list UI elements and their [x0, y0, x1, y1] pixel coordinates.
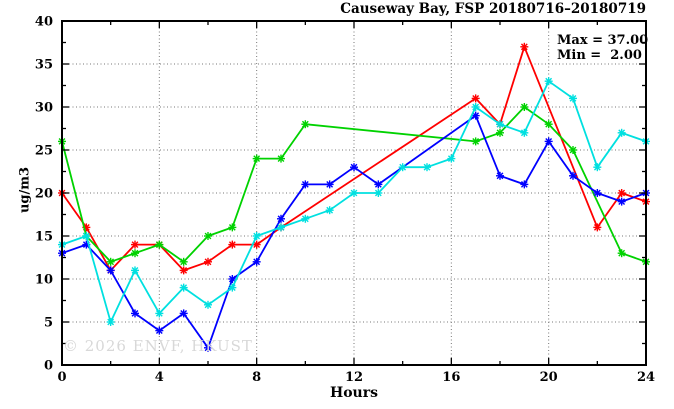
x-tick-label: 4	[155, 370, 164, 385]
maxmin-annotation: Max = 37.00 Min = 2.00	[557, 33, 648, 63]
x-tick-label: 20	[540, 370, 558, 385]
watermark-text: © 2026 ENVF, HKUST	[63, 337, 253, 355]
chart-title: Causeway Bay, FSP 20180716–20180719	[340, 1, 646, 17]
x-tick-label: 0	[57, 370, 66, 385]
y-tick-label: 20	[35, 187, 53, 202]
series-cyan	[58, 77, 650, 326]
x-tick-label: 16	[442, 370, 460, 385]
y-tick-label: 5	[44, 316, 53, 331]
y-tick-label: 0	[44, 359, 53, 374]
y-axis-label: ug/m3	[17, 166, 33, 214]
series-blue	[58, 111, 650, 352]
y-tick-label: 10	[35, 273, 53, 288]
series-green	[58, 103, 650, 266]
series-cyan-markers	[58, 77, 650, 326]
min-value-label: Min = 2.00	[557, 48, 642, 63]
y-tick-label: 30	[35, 101, 53, 116]
tick-labels: 0 5 10 15 20 25 30 35 40 0 4 8 12 16 20 24	[35, 15, 655, 386]
x-tick-label: 8	[252, 370, 261, 385]
series-green-markers	[58, 103, 650, 266]
axis-ticks	[61, 20, 647, 366]
y-tick-label: 15	[35, 230, 53, 245]
y-tick-label: 35	[35, 58, 53, 73]
y-tick-label: 25	[35, 144, 53, 159]
y-tick-label: 40	[35, 15, 53, 30]
x-axis-label: Hours	[329, 385, 378, 401]
x-tick-label: 24	[637, 370, 655, 385]
x-tick-label: 12	[345, 370, 363, 385]
max-value-label: Max = 37.00	[557, 33, 649, 48]
